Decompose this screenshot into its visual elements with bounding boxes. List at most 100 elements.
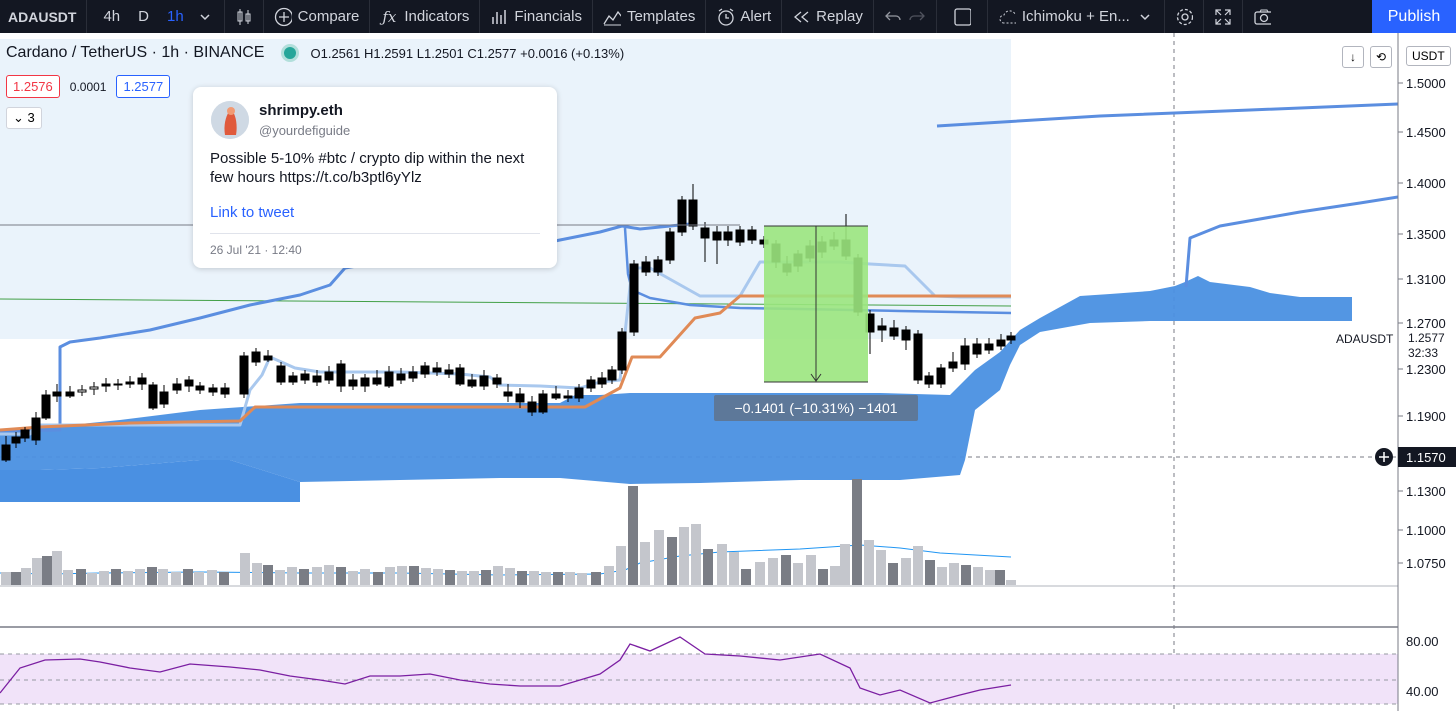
symbol-search[interactable]: ADAUSDT bbox=[8, 8, 77, 25]
candle-body bbox=[52, 391, 62, 397]
volume-bar bbox=[679, 527, 689, 585]
candle-body bbox=[665, 231, 675, 261]
price-tick-label: 1.3500 bbox=[1406, 227, 1446, 242]
undo-icon[interactable] bbox=[884, 8, 902, 26]
financials-button[interactable]: Financials bbox=[479, 0, 592, 33]
volume-bar bbox=[577, 573, 587, 585]
scroll-down-button[interactable]: ↓ bbox=[1342, 46, 1364, 68]
volume-bar bbox=[768, 558, 778, 585]
candle-body bbox=[563, 395, 573, 399]
arrow-down-icon: ↓ bbox=[1350, 50, 1356, 64]
candle-body bbox=[455, 367, 465, 385]
cloud-icon bbox=[998, 8, 1016, 26]
candle-body bbox=[172, 383, 182, 391]
function-icon: ƒx bbox=[382, 7, 397, 26]
volume-bar bbox=[87, 573, 97, 585]
volume-bar bbox=[457, 571, 467, 585]
volume-bar bbox=[421, 568, 431, 585]
measure-tool[interactable] bbox=[0, 224, 868, 383]
candle-body bbox=[677, 199, 687, 233]
volume-bar bbox=[755, 562, 765, 585]
volume-bar bbox=[63, 570, 73, 585]
volume-bar bbox=[937, 567, 947, 585]
candle-body bbox=[735, 229, 745, 243]
candle-body bbox=[924, 375, 934, 385]
volume-bar bbox=[925, 560, 935, 585]
candle-body bbox=[420, 365, 430, 375]
volume-bar bbox=[691, 524, 701, 585]
redo-icon[interactable] bbox=[908, 8, 926, 26]
spread-value: 0.0001 bbox=[69, 79, 107, 94]
candle-body bbox=[125, 381, 135, 385]
tweet-link[interactable]: Link to tweet bbox=[210, 204, 295, 221]
rsi-tick-label: 80.00 bbox=[1406, 634, 1439, 649]
timeframe-d[interactable]: D bbox=[138, 8, 149, 25]
bar-countdown: 32:33 bbox=[1408, 346, 1438, 360]
volume-bar bbox=[219, 572, 229, 585]
chevron-down-icon[interactable] bbox=[196, 8, 214, 26]
candle-body bbox=[208, 387, 218, 393]
chart-type-button[interactable] bbox=[223, 0, 263, 33]
volume-bar bbox=[517, 571, 527, 585]
candle-body bbox=[607, 369, 617, 381]
candle-body bbox=[276, 365, 286, 383]
indicators-button[interactable]: ƒx Indicators bbox=[369, 0, 479, 33]
layout-menu[interactable]: Ichimoku + En... bbox=[986, 0, 1164, 33]
chart-reset-button[interactable]: ⟲ bbox=[1370, 46, 1392, 68]
volume-bar bbox=[781, 555, 791, 585]
volume-bar bbox=[888, 563, 898, 585]
measure-arrow-head bbox=[810, 373, 822, 382]
price-tick-label: 1.2700 bbox=[1406, 316, 1446, 331]
publish-button[interactable]: Publish bbox=[1372, 0, 1456, 33]
settings-button[interactable] bbox=[1163, 0, 1203, 33]
volume-bar bbox=[469, 571, 479, 585]
fullscreen-toggle[interactable] bbox=[935, 0, 987, 33]
volume-bar bbox=[42, 556, 52, 585]
replay-button[interactable]: Replay bbox=[781, 0, 873, 33]
candle-body bbox=[479, 375, 489, 387]
tweet-handle: @yourdefiguide bbox=[259, 123, 351, 138]
templates-label: Templates bbox=[626, 8, 696, 25]
candle-body bbox=[984, 343, 994, 351]
candle-body bbox=[220, 387, 230, 395]
volume-bar bbox=[913, 546, 923, 585]
currency-selector[interactable]: USDT bbox=[1406, 46, 1451, 66]
tweet-date: 26 Jul '21 · 12:40 bbox=[210, 243, 302, 257]
replay-label: Replay bbox=[816, 8, 863, 25]
volume-bar bbox=[299, 569, 309, 585]
price-scale[interactable]: 1.5000 1.4500 1.4000 1.3500 1.3100 1.2700 1.23… bbox=[1336, 33, 1456, 711]
timeframe-4h[interactable]: 4h bbox=[103, 8, 121, 25]
volume-bar bbox=[667, 537, 677, 585]
volume-bar bbox=[949, 563, 959, 585]
market-open-indicator bbox=[284, 47, 297, 59]
price-scale-bg bbox=[1398, 33, 1456, 711]
buy-price[interactable]: 1.2577 bbox=[116, 75, 171, 98]
undo-redo-group bbox=[872, 0, 936, 33]
price-tick-label: 1.5000 bbox=[1406, 76, 1446, 91]
candles-icon bbox=[235, 8, 253, 26]
candle-body bbox=[467, 379, 477, 387]
volume-bar bbox=[194, 572, 204, 585]
sell-price[interactable]: 1.2576 bbox=[6, 75, 60, 98]
candle-body bbox=[288, 375, 298, 383]
bar-chart-icon bbox=[490, 8, 508, 26]
plus-circle-icon bbox=[274, 7, 292, 26]
square-icon bbox=[953, 7, 971, 26]
volume-bar bbox=[628, 486, 638, 585]
snapshot-button[interactable] bbox=[1241, 0, 1281, 33]
candle-body bbox=[89, 386, 99, 390]
indicator-collapse-button[interactable]: ⌄ 3 bbox=[6, 107, 42, 129]
alert-button[interactable]: Alert bbox=[705, 0, 781, 33]
layout-name: Ichimoku + En... bbox=[1021, 8, 1130, 25]
volume-bar bbox=[252, 563, 262, 585]
candle-body bbox=[263, 355, 273, 361]
rsi-tick-label: 40.00 bbox=[1406, 684, 1439, 699]
measure-label: −0.1401 (−10.31%) −1401 bbox=[714, 395, 918, 421]
timeframe-1h[interactable]: 1h bbox=[166, 8, 184, 25]
candle-body bbox=[20, 429, 30, 439]
templates-button[interactable]: Templates bbox=[591, 0, 705, 33]
volume-bar bbox=[324, 565, 334, 585]
compare-button[interactable]: Compare bbox=[262, 0, 370, 33]
maximize-button[interactable] bbox=[1202, 0, 1242, 33]
candle-body bbox=[960, 345, 970, 365]
